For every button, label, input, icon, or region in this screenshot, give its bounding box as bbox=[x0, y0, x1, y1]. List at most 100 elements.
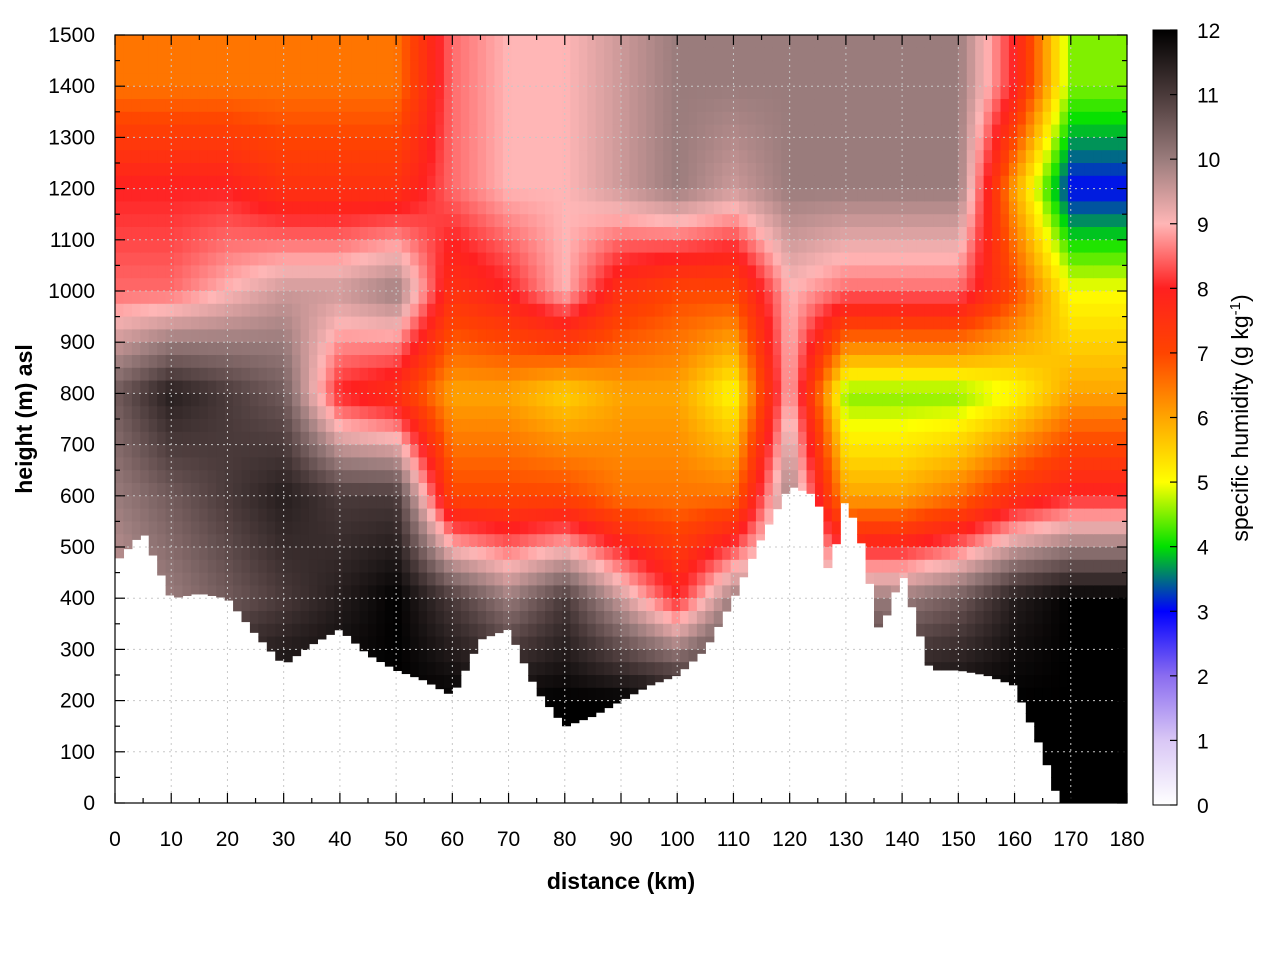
field-cell bbox=[393, 380, 403, 394]
field-cell bbox=[224, 367, 234, 382]
field-cell bbox=[949, 393, 959, 407]
field-cell bbox=[258, 201, 268, 215]
field-cell bbox=[258, 252, 268, 266]
field-cell bbox=[224, 457, 234, 471]
field-cell bbox=[308, 393, 318, 407]
field-cell bbox=[587, 444, 597, 458]
field-cell bbox=[874, 419, 884, 433]
field-cell bbox=[123, 355, 133, 369]
field-cell bbox=[688, 598, 698, 612]
field-cell bbox=[814, 355, 824, 369]
field-cell bbox=[983, 252, 993, 266]
field-cell bbox=[578, 380, 588, 394]
field-cell bbox=[452, 316, 462, 330]
field-cell bbox=[848, 124, 858, 138]
field-cell bbox=[131, 252, 141, 266]
field-cell bbox=[418, 137, 428, 151]
field-cell bbox=[621, 355, 631, 369]
field-cell bbox=[772, 35, 782, 49]
field-cell bbox=[663, 355, 673, 369]
field-cell bbox=[578, 278, 588, 292]
field-cell bbox=[916, 265, 926, 279]
field-cell bbox=[798, 342, 808, 356]
field-cell bbox=[781, 99, 791, 113]
field-cell bbox=[123, 470, 133, 484]
field-cell bbox=[578, 687, 588, 702]
field-cell bbox=[325, 188, 335, 202]
field-cell bbox=[764, 316, 774, 330]
field-cell bbox=[502, 534, 512, 548]
field-cell bbox=[241, 329, 251, 343]
field-cell bbox=[840, 457, 850, 471]
field-cell bbox=[730, 483, 740, 497]
field-cell bbox=[561, 86, 571, 100]
field-cell bbox=[157, 86, 167, 100]
field-cell bbox=[983, 291, 993, 305]
field-cell bbox=[486, 534, 496, 548]
field-cell bbox=[823, 444, 833, 458]
field-cell bbox=[148, 483, 158, 497]
field-cell bbox=[553, 355, 563, 369]
field-cell bbox=[578, 227, 588, 241]
field-cell bbox=[806, 35, 816, 49]
field-cell bbox=[958, 598, 968, 612]
field-cell bbox=[865, 265, 875, 279]
field-cell bbox=[553, 444, 563, 458]
field-cell bbox=[561, 35, 571, 49]
field-cell bbox=[680, 175, 690, 190]
field-cell bbox=[663, 636, 673, 650]
field-cell bbox=[671, 675, 681, 677]
field-cell bbox=[730, 393, 740, 407]
field-cell bbox=[992, 227, 1002, 241]
field-cell bbox=[376, 201, 386, 215]
field-cell bbox=[874, 623, 884, 628]
field-cell bbox=[207, 495, 217, 510]
field-cell bbox=[190, 201, 200, 215]
field-cell bbox=[739, 60, 749, 74]
field-cell bbox=[443, 534, 453, 548]
field-cell bbox=[368, 611, 378, 625]
field-cell bbox=[401, 393, 411, 407]
field-cell bbox=[460, 163, 470, 177]
field-cell bbox=[334, 419, 344, 433]
field-cell bbox=[604, 675, 614, 689]
field-cell bbox=[739, 508, 749, 522]
field-cell bbox=[308, 316, 318, 330]
field-cell bbox=[427, 188, 437, 202]
field-cell bbox=[275, 303, 285, 318]
field-cell bbox=[772, 188, 782, 202]
field-cell bbox=[874, 572, 884, 586]
field-cell bbox=[595, 598, 605, 612]
field-cell bbox=[427, 316, 437, 330]
field-cell bbox=[174, 521, 184, 535]
field-cell bbox=[654, 188, 664, 202]
field-cell bbox=[570, 329, 580, 343]
field-cell bbox=[368, 35, 378, 49]
field-cell bbox=[916, 534, 926, 548]
field-cell bbox=[629, 188, 639, 202]
field-cell bbox=[966, 265, 976, 279]
field-cell bbox=[772, 419, 782, 433]
field-cell bbox=[275, 431, 285, 446]
field-cell bbox=[755, 278, 765, 292]
field-cell bbox=[814, 495, 824, 507]
field-cell bbox=[654, 431, 664, 446]
field-cell bbox=[199, 367, 209, 382]
field-cell bbox=[823, 278, 833, 292]
field-cell bbox=[814, 291, 824, 305]
field-cell bbox=[393, 483, 403, 497]
field-cell bbox=[671, 303, 681, 318]
field-cell bbox=[477, 444, 487, 458]
field-cell bbox=[545, 534, 555, 548]
field-cell bbox=[427, 303, 437, 318]
field-cell bbox=[165, 265, 175, 279]
field-cell bbox=[207, 559, 217, 574]
field-cell bbox=[941, 585, 951, 599]
field-cell bbox=[325, 611, 335, 625]
field-cell bbox=[115, 124, 125, 138]
field-cell bbox=[165, 47, 175, 62]
field-cell bbox=[199, 585, 209, 595]
field-cell bbox=[1000, 483, 1010, 497]
field-cell bbox=[1000, 291, 1010, 305]
field-cell bbox=[233, 316, 243, 330]
